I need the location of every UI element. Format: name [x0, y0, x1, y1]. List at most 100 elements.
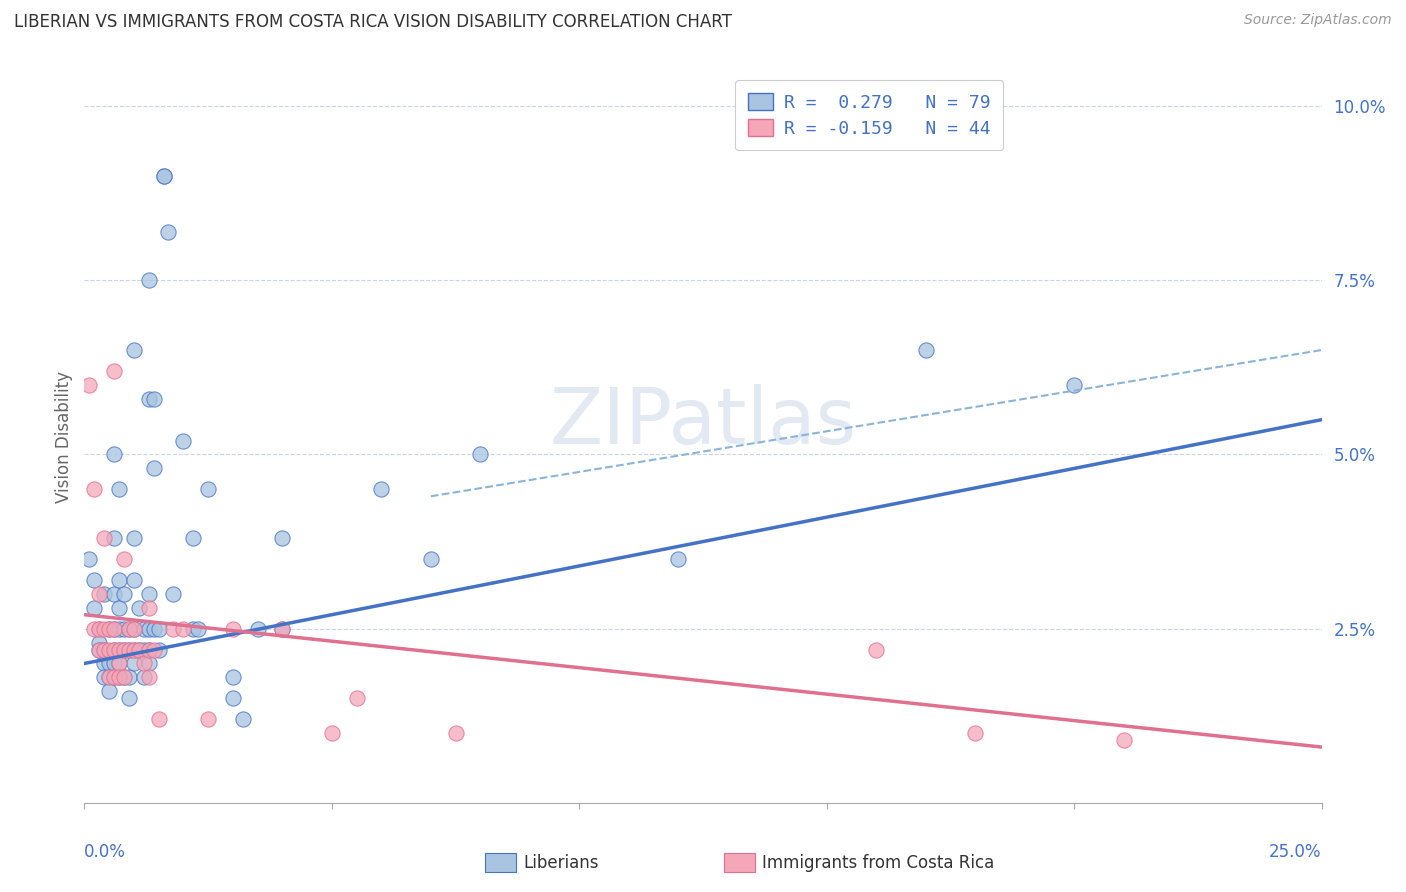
Point	[103, 642, 125, 657]
Point	[108, 670, 131, 684]
Point	[103, 670, 125, 684]
Point	[470, 448, 492, 462]
Point	[138, 587, 160, 601]
Point	[271, 622, 294, 636]
Point	[103, 670, 125, 684]
Point	[246, 622, 269, 636]
Point	[89, 642, 111, 657]
Point	[93, 642, 115, 657]
Point	[108, 657, 131, 671]
Point	[666, 552, 689, 566]
Point	[118, 691, 141, 706]
Point	[98, 684, 121, 698]
Point	[112, 622, 135, 636]
Point	[132, 657, 155, 671]
Point	[181, 622, 204, 636]
Point	[172, 622, 194, 636]
Point	[118, 642, 141, 657]
Point	[93, 531, 115, 545]
Point	[93, 642, 115, 657]
Point	[122, 573, 145, 587]
Point	[128, 642, 150, 657]
Point	[138, 657, 160, 671]
Point	[444, 726, 467, 740]
Point	[346, 691, 368, 706]
Point	[122, 343, 145, 357]
Point	[108, 642, 131, 657]
Point	[112, 587, 135, 601]
Point	[138, 622, 160, 636]
Point	[138, 273, 160, 287]
Point	[103, 531, 125, 545]
Point	[98, 622, 121, 636]
Point	[103, 587, 125, 601]
Point	[142, 461, 165, 475]
Point	[271, 531, 294, 545]
Point	[914, 343, 936, 357]
Point	[103, 642, 125, 657]
Point	[98, 657, 121, 671]
Point	[148, 712, 170, 726]
Text: LIBERIAN VS IMMIGRANTS FROM COSTA RICA VISION DISABILITY CORRELATION CHART: LIBERIAN VS IMMIGRANTS FROM COSTA RICA V…	[14, 13, 733, 31]
Point	[162, 587, 184, 601]
Text: Liberians: Liberians	[523, 854, 599, 871]
Point	[103, 448, 125, 462]
Text: 25.0%: 25.0%	[1270, 843, 1322, 861]
Point	[89, 622, 111, 636]
Point	[108, 622, 131, 636]
Point	[142, 392, 165, 406]
Point	[83, 483, 105, 497]
Point	[222, 670, 245, 684]
Point	[148, 642, 170, 657]
Point	[93, 670, 115, 684]
Point	[89, 587, 111, 601]
Point	[112, 670, 135, 684]
Point	[142, 642, 165, 657]
Point	[108, 483, 131, 497]
Point	[138, 642, 160, 657]
Text: Source: ZipAtlas.com: Source: ZipAtlas.com	[1244, 13, 1392, 28]
Point	[122, 622, 145, 636]
Point	[112, 670, 135, 684]
Point	[93, 622, 115, 636]
Text: Immigrants from Costa Rica: Immigrants from Costa Rica	[762, 854, 994, 871]
Point	[222, 691, 245, 706]
Point	[132, 622, 155, 636]
Point	[122, 622, 145, 636]
Point	[197, 483, 219, 497]
Point	[865, 642, 887, 657]
Point	[222, 622, 245, 636]
Point	[108, 600, 131, 615]
Point	[98, 670, 121, 684]
Point	[132, 670, 155, 684]
Point	[138, 392, 160, 406]
Point	[122, 642, 145, 657]
Point	[118, 622, 141, 636]
Point	[118, 622, 141, 636]
Point	[132, 642, 155, 657]
Point	[122, 657, 145, 671]
Point	[138, 600, 160, 615]
Point	[98, 670, 121, 684]
Point	[128, 642, 150, 657]
Point	[1063, 377, 1085, 392]
Point	[112, 552, 135, 566]
Point	[152, 169, 174, 183]
Point	[148, 622, 170, 636]
Point	[89, 635, 111, 649]
Point	[232, 712, 254, 726]
Point	[138, 642, 160, 657]
Point	[138, 670, 160, 684]
Point	[83, 622, 105, 636]
Point	[93, 587, 115, 601]
Point	[181, 531, 204, 545]
Point	[118, 670, 141, 684]
Point	[112, 642, 135, 657]
Point	[103, 622, 125, 636]
Point	[98, 622, 121, 636]
Point	[162, 622, 184, 636]
Point	[321, 726, 343, 740]
Point	[83, 573, 105, 587]
Point	[965, 726, 987, 740]
Point	[108, 670, 131, 684]
